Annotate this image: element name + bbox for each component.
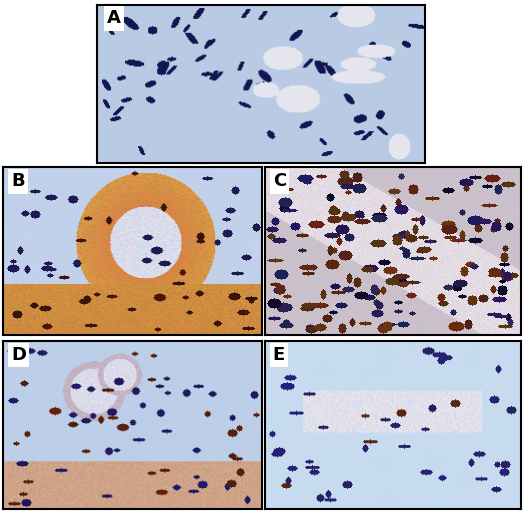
Text: B: B [11,172,25,190]
Text: E: E [273,346,285,364]
Text: D: D [11,346,26,364]
Text: C: C [273,172,286,190]
Text: A: A [107,9,121,27]
